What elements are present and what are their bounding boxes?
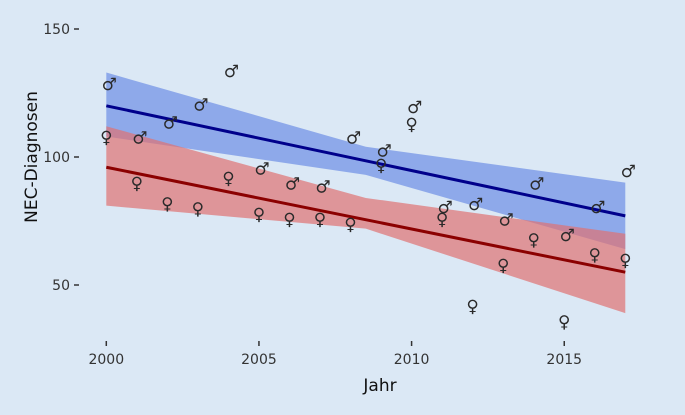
y-axis-title: NEC-Diagnosen — [22, 91, 42, 223]
data-point-male: ♂ — [102, 75, 117, 95]
x-tick-label: 2015 — [546, 352, 582, 368]
data-point-male: ♂ — [437, 198, 452, 218]
data-points: ♂♂♂♂♂♂♂ ♂♂♂♂♂ ♂♂♂♂♂♂♀♀♀ ♀♀♀ ♀ ♀ ♀♀♀♀♀♀♀♀♀ ♀ — [100, 62, 636, 332]
data-point-female: ♀ — [253, 205, 265, 225]
data-point-female: ♀ — [497, 256, 509, 276]
data-point-male: ♂ — [407, 98, 422, 118]
data-point-male: ♂ — [346, 129, 361, 149]
data-point-male: ♂ — [468, 195, 483, 215]
data-point-female: ♀ — [131, 174, 143, 194]
data-point-male: ♂ — [529, 175, 544, 195]
data-point-female: ♀ — [589, 246, 601, 266]
data-point-female: ♀ — [527, 230, 539, 250]
data-point-female: ♀ — [558, 312, 570, 332]
x-axis-title: Jahr — [362, 376, 396, 396]
data-point-male: ♂ — [621, 162, 636, 182]
data-point-female: ♀ — [222, 169, 234, 189]
data-point-male: ♂ — [285, 175, 300, 195]
x-tick-label: 2005 — [241, 352, 277, 368]
x-axis: 2000 2005 2010 2015 — [88, 341, 582, 368]
y-axis: 50 100 150 — [43, 22, 79, 294]
data-point-female: ♀ — [314, 210, 326, 230]
data-point-male: ♂ — [590, 198, 605, 218]
data-point-male: ♂ — [193, 95, 208, 115]
data-point-male: ♂ — [315, 177, 330, 197]
data-point-male: ♂ — [163, 113, 178, 133]
data-point-male: ♂ — [499, 211, 514, 231]
data-point-male: ♂ — [254, 159, 269, 179]
data-point-female: ♀ — [375, 156, 387, 176]
y-tick-label: 100 — [43, 150, 70, 166]
data-point-female: ♀ — [436, 210, 448, 230]
x-tick-label: 2000 — [88, 352, 124, 368]
data-point-female: ♀ — [619, 251, 631, 271]
data-point-male: ♂ — [224, 62, 239, 82]
trend-line-2 — [106, 165, 626, 274]
x-tick-label: 2010 — [394, 352, 430, 368]
data-point-female: ♀ — [161, 195, 173, 215]
trend-lines — [105, 104, 626, 274]
data-point-female: ♀ — [405, 115, 417, 135]
data-point-female: ♀ — [100, 128, 112, 148]
trend-line-1 — [105, 104, 626, 218]
y-tick-label: 50 — [52, 278, 70, 294]
data-point-male: ♂ — [132, 129, 147, 149]
data-point-female: ♀ — [466, 297, 478, 317]
data-point-female: ♀ — [192, 200, 204, 220]
data-point-male: ♂ — [560, 226, 575, 246]
data-point-female: ♀ — [344, 215, 356, 235]
data-point-female: ♀ — [283, 210, 295, 230]
data-point-male: ♂ — [376, 141, 391, 161]
y-tick-label: 150 — [43, 22, 70, 38]
